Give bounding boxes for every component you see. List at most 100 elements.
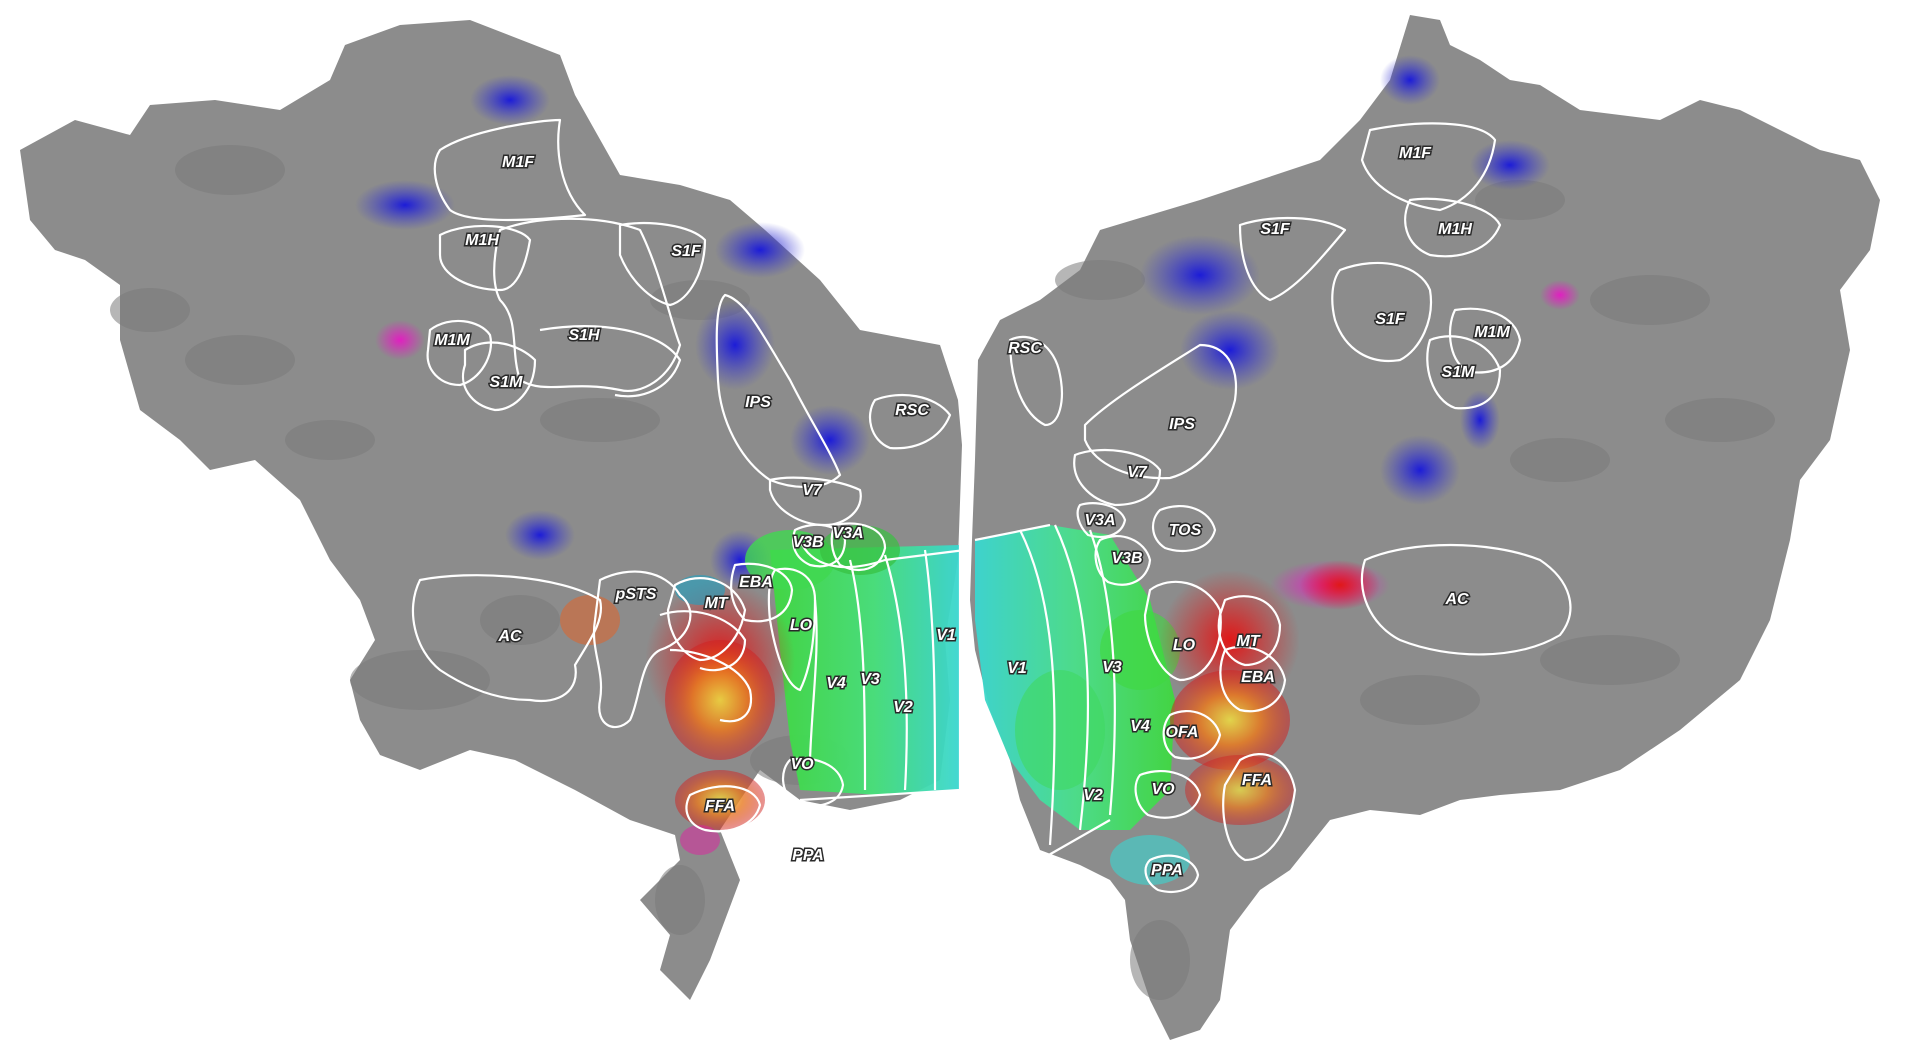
left-roi-v2 xyxy=(883,554,908,791)
right-roi-v2 xyxy=(1019,529,1056,846)
right-label-m1m: M1M xyxy=(1474,324,1510,341)
left-roi-outlines xyxy=(411,118,966,885)
right-label-v2: V2 xyxy=(1083,787,1103,804)
right-roi-labels: M1F S1F M1H RSC S1F M1M S1M IPS V7 V3A T… xyxy=(1006,144,1512,881)
left-roi-ffa xyxy=(685,785,762,833)
left-label-rsc: RSC xyxy=(895,402,929,419)
right-label-v3a: V3A xyxy=(1084,512,1115,529)
left-roi-m1m xyxy=(426,319,493,387)
left-roi-ac xyxy=(411,574,603,703)
left-label-v4: V4 xyxy=(826,675,846,692)
left-roi-m1h xyxy=(438,224,532,292)
left-roi-v2v1 xyxy=(923,549,937,791)
left-roi-s1h xyxy=(539,325,682,398)
right-label-rsc: RSC xyxy=(1008,340,1042,357)
right-label-m1h: M1H xyxy=(1438,221,1472,238)
right-roi-m1m xyxy=(1448,307,1522,374)
right-roi-mt xyxy=(1217,595,1282,667)
right-label-v1: V1 xyxy=(1007,660,1027,677)
right-roi-ips xyxy=(1083,343,1238,480)
left-roi-vo xyxy=(782,757,845,807)
right-roi-lo xyxy=(1143,580,1222,682)
right-label-lo: LO xyxy=(1173,637,1196,654)
left-label-m1m: M1M xyxy=(434,332,470,349)
left-roi-v3ab-joined xyxy=(798,539,966,569)
left-roi-lo xyxy=(767,567,817,692)
left-roi-mt-sub2 xyxy=(669,648,753,723)
right-roi-v3 xyxy=(1054,524,1090,831)
left-roi-motor-complex xyxy=(493,217,682,392)
right-roi-tos xyxy=(1152,505,1217,552)
right-roi-v3a xyxy=(1076,502,1127,538)
left-roi-eba xyxy=(730,562,794,623)
left-roi-ips xyxy=(715,293,842,489)
left-roi-v3 xyxy=(848,559,867,791)
right-roi-v7 xyxy=(1073,448,1162,507)
right-roi-s1f-top xyxy=(1238,216,1347,302)
left-label-v3: V3 xyxy=(860,671,880,688)
left-roi-m1f xyxy=(433,118,587,222)
left-roi-v3b xyxy=(792,523,847,568)
left-roi-v4 xyxy=(808,599,818,761)
right-roi-v4 xyxy=(1088,529,1116,816)
left-roi-labels: M1F M1H S1F M1M S1H S1M IPS RSC V7 V3B V… xyxy=(433,153,958,866)
right-label-ac: AC xyxy=(1444,591,1469,608)
left-roi-mt-sub1 xyxy=(659,610,747,672)
right-label-s1m: S1M xyxy=(1442,364,1476,381)
left-label-ac: AC xyxy=(497,628,522,645)
right-label-eba: EBA xyxy=(1241,669,1275,686)
left-label-m1f: M1F xyxy=(502,154,535,171)
right-roi-s1f xyxy=(1331,261,1433,363)
left-roi-v7 xyxy=(768,476,862,527)
right-label-s1f: S1F xyxy=(1375,311,1406,328)
right-roi-ac xyxy=(1360,543,1572,656)
left-label-psts: pSTS xyxy=(615,586,657,603)
left-label-eba: EBA xyxy=(739,574,773,591)
left-label-v3a: V3A xyxy=(832,525,863,542)
left-roi-v1-boundary xyxy=(799,545,962,802)
left-label-s1m: S1M xyxy=(490,374,524,391)
right-label-v3: V3 xyxy=(1102,659,1122,676)
left-label-s1h: S1H xyxy=(568,327,600,344)
right-label-v3b: V3B xyxy=(1111,550,1142,567)
right-label-m1f: M1F xyxy=(1399,145,1432,162)
left-label-ppa: PPA xyxy=(792,847,824,864)
left-roi-s1m xyxy=(461,341,537,412)
right-label-v7: V7 xyxy=(1127,464,1148,481)
left-label-ffa: FFA xyxy=(705,798,735,815)
left-activation-overlay xyxy=(355,75,960,855)
right-label-tos: TOS xyxy=(1169,522,1202,539)
right-roi-vo xyxy=(1134,770,1202,819)
left-roi-ppa xyxy=(773,825,852,885)
right-roi-outlines xyxy=(974,122,1572,893)
right-label-ofa: OFA xyxy=(1166,724,1199,741)
right-label-ffa: FFA xyxy=(1242,772,1272,789)
right-roi-ppa xyxy=(1144,854,1200,893)
right-roi-rsc xyxy=(1008,335,1063,427)
right-roi-m1h xyxy=(1404,197,1502,258)
left-label-s1f: S1F xyxy=(671,243,702,260)
right-activation-overlay xyxy=(975,55,1580,885)
left-label-v7: V7 xyxy=(802,482,823,499)
right-roi-eba xyxy=(1219,645,1287,713)
left-roi-s1f xyxy=(618,222,707,307)
left-label-v2: V2 xyxy=(893,699,913,716)
right-sulcal-pattern xyxy=(1055,180,1775,1000)
left-roi-v3a xyxy=(830,522,887,572)
right-roi-ffa xyxy=(1222,753,1297,862)
left-label-ips: IPS xyxy=(745,394,771,411)
left-label-vo: VO xyxy=(790,756,814,773)
right-label-ppa: PPA xyxy=(1151,862,1183,879)
right-label-ips: IPS xyxy=(1169,416,1195,433)
right-label-s1f-top: S1F xyxy=(1260,221,1291,238)
right-label-v4: V4 xyxy=(1130,718,1150,735)
right-roi-v3b xyxy=(1094,535,1152,586)
left-roi-mt xyxy=(666,577,747,662)
right-label-vo: VO xyxy=(1151,781,1175,798)
left-hemisphere: M1F M1H S1F M1M S1H S1M IPS RSC V7 V3B V… xyxy=(20,20,966,1000)
right-label-mt: MT xyxy=(1236,633,1260,650)
right-roi-s1m xyxy=(1426,335,1502,410)
left-label-mt: MT xyxy=(704,595,728,612)
